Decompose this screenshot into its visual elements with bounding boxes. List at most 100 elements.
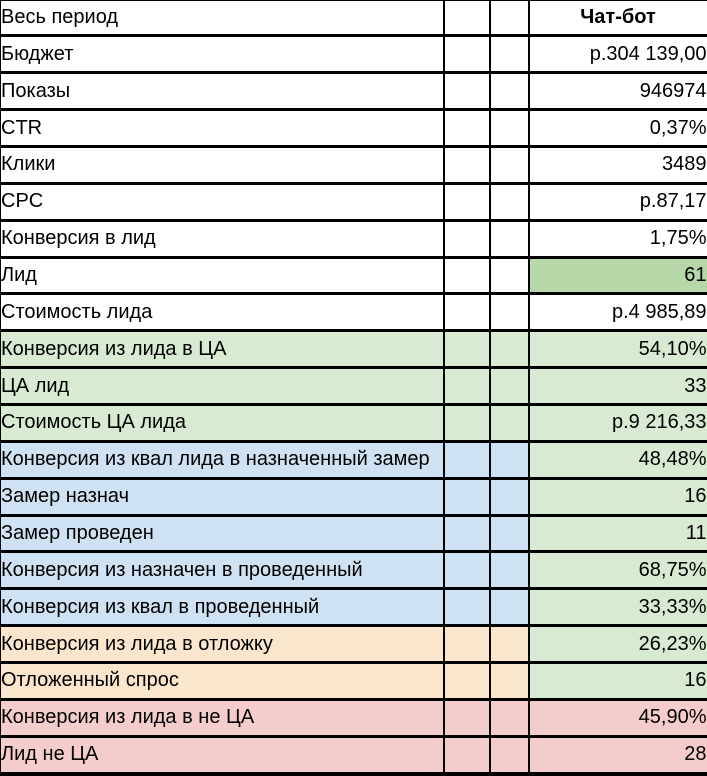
metric-value-cell[interactable]: 54,10% [527,329,707,370]
spacer-cell[interactable] [442,255,491,296]
metric-label-cell[interactable]: Конверсия из квал лида в назначенный зам… [0,439,445,480]
metric-value-cell[interactable]: 16 [527,476,707,517]
table-row: Отложенный спрос 16 [0,661,707,701]
table-row: Бюджет р.304 139,00 [0,34,707,75]
metric-value-cell[interactable]: 61 [527,255,707,296]
spacer-cell[interactable] [488,403,530,443]
spacer-cell[interactable] [442,329,491,370]
metric-value-cell[interactable]: 3489 [527,145,707,185]
channel-header-cell[interactable]: Чат-бот [527,0,707,38]
metric-label-cell[interactable]: Конверсия из лида в ЦА [0,329,445,370]
spacer-cell[interactable] [488,624,530,665]
spacer-cell[interactable] [488,145,530,185]
spacer-cell[interactable] [442,513,491,554]
table-row: Лид 61 [0,255,707,296]
metric-value-cell[interactable]: 33,33% [527,587,707,628]
metric-label-cell[interactable]: CPC [0,181,445,222]
table-row: Конверсия из лида в не ЦА 45,90% [0,697,707,738]
spacer-cell[interactable] [488,181,530,222]
table-row: Конверсия из лида в отложку 26,23% [0,624,707,665]
spacer-cell[interactable] [442,108,491,149]
metric-label-cell[interactable]: Конверсия из квал в проведенный [0,587,445,628]
spacer-cell[interactable] [442,181,491,222]
metric-value-cell[interactable]: 11 [527,513,707,554]
spacer-cell[interactable] [488,255,530,296]
spacer-cell[interactable] [488,329,530,370]
metric-label-cell[interactable]: CTR [0,108,445,149]
header-row: Весь период Чат-бот [0,0,707,38]
spacer-cell[interactable] [442,218,491,259]
table-row: Конверсия из назначен в проведенный 68,75… [0,550,707,591]
metric-label-cell[interactable]: Стоимость ЦА лида [0,403,445,443]
metric-value-cell[interactable]: 1,75% [527,218,707,259]
metric-label-cell[interactable]: Показы [0,71,445,112]
metric-label-cell[interactable]: Конверсия из лида в не ЦА [0,697,445,738]
metric-value-cell[interactable]: 68,75% [527,550,707,591]
spacer-cell[interactable] [488,218,530,259]
spacer-cell[interactable] [442,734,491,776]
spacer-cell[interactable] [488,734,530,776]
metric-value-cell[interactable]: 26,23% [527,624,707,665]
spacer-cell[interactable] [488,550,530,591]
spacer-cell[interactable] [488,292,530,333]
metric-value-cell[interactable]: р.304 139,00 [527,34,707,75]
spacer-cell[interactable] [488,366,530,407]
spacer-cell[interactable] [442,145,491,185]
spacer-cell[interactable] [442,476,491,517]
metric-value-cell[interactable]: 33 [527,366,707,407]
metric-label-cell[interactable]: ЦА лид [0,366,445,407]
metric-value-cell[interactable]: р.87,17 [527,181,707,222]
spacer-cell[interactable] [442,292,491,333]
spacer-cell[interactable] [442,34,491,75]
metric-label-cell[interactable]: Конверсия в лид [0,218,445,259]
metric-value-cell[interactable]: 45,90% [527,697,707,738]
metric-value-cell[interactable]: 946974 [527,71,707,112]
spacer-cell[interactable] [488,587,530,628]
metric-label-cell[interactable]: Лид не ЦА [0,734,445,776]
spacer-cell[interactable] [442,661,491,701]
metric-label-cell[interactable]: Отложенный спрос [0,661,445,701]
metric-label-cell[interactable]: Конверсия из назначен в проведенный [0,550,445,591]
metric-value-cell[interactable]: р.9 216,33 [527,403,707,443]
spacer-cell[interactable] [488,697,530,738]
table-row: ЦА лид 33 [0,366,707,407]
spacer-cell[interactable] [442,697,491,738]
table-row: Конверсия из квал в проведенный 33,33% [0,587,707,628]
spacer-cell[interactable] [442,0,491,38]
spacer-cell[interactable] [442,71,491,112]
table-row: Конверсия из квал лида в назначенный зам… [0,439,707,480]
table-row: Клики 3489 [0,145,707,185]
metric-label-cell[interactable]: Замер проведен [0,513,445,554]
table-row: Показы 946974 [0,71,707,112]
metric-label-cell[interactable]: Бюджет [0,34,445,75]
spacer-cell[interactable] [442,366,491,407]
spacer-cell[interactable] [488,71,530,112]
metric-label-cell[interactable]: Конверсия из лида в отложку [0,624,445,665]
metric-label-cell[interactable]: Клики [0,145,445,185]
metric-value-cell[interactable]: 48,48% [527,439,707,480]
table-row: Замер назнач 16 [0,476,707,517]
metric-value-cell[interactable]: 16 [527,661,707,701]
period-header-cell[interactable]: Весь период [0,0,445,38]
spacer-cell[interactable] [442,550,491,591]
metric-label-cell[interactable]: Замер назнач [0,476,445,517]
spacer-cell[interactable] [442,403,491,443]
spacer-cell[interactable] [488,661,530,701]
metric-value-cell[interactable]: 28 [527,734,707,776]
spacer-cell[interactable] [442,439,491,480]
spacer-cell[interactable] [488,513,530,554]
metric-label-cell[interactable]: Стоимость лида [0,292,445,333]
spacer-cell[interactable] [488,34,530,75]
spacer-cell[interactable] [488,439,530,480]
spacer-cell[interactable] [442,624,491,665]
metric-label-cell[interactable]: Лид [0,255,445,296]
spacer-cell[interactable] [488,476,530,517]
spacer-cell[interactable] [488,0,530,38]
metric-value-cell[interactable]: 0,37% [527,108,707,149]
table-row: Лид не ЦА 28 [0,734,707,776]
spacer-cell[interactable] [488,108,530,149]
metric-value-cell[interactable]: р.4 985,89 [527,292,707,333]
spacer-cell[interactable] [442,587,491,628]
